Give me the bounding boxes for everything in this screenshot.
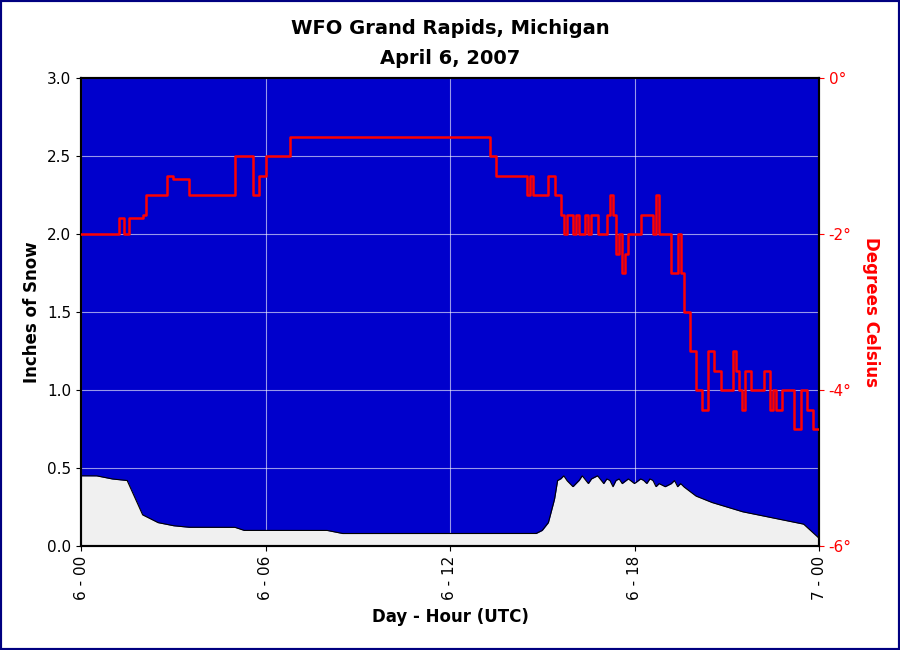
X-axis label: Day - Hour (UTC): Day - Hour (UTC) [372, 608, 528, 627]
Text: WFO Grand Rapids, Michigan: WFO Grand Rapids, Michigan [291, 20, 609, 38]
Y-axis label: Inches of Snow: Inches of Snow [23, 241, 41, 383]
Text: April 6, 2007: April 6, 2007 [380, 49, 520, 68]
Y-axis label: Degrees Celsius: Degrees Celsius [861, 237, 879, 387]
